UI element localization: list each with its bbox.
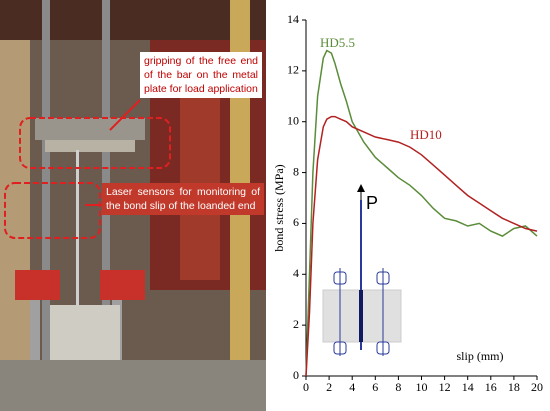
- y-tick-label: 8: [293, 164, 299, 178]
- inset-label: P: [366, 193, 378, 213]
- x-tick-label: 0: [303, 380, 309, 394]
- inset-clamp: [376, 271, 390, 285]
- series-label: HD10: [410, 127, 442, 142]
- y-tick-label: 2: [293, 317, 299, 331]
- inset-clamp: [333, 271, 347, 285]
- x-tick-label: 20: [531, 380, 543, 394]
- chart: 0 2 4 6 8 10 12 14 0 2 4 6 8 10 12 14 16 18 20 bond stress …: [272, 12, 543, 394]
- annotation: gripping of the free end of the bar on t…: [140, 52, 262, 98]
- y-tick-label: 4: [293, 266, 299, 280]
- y-axis-label: bond stress (MPa): [272, 164, 286, 251]
- annotation: Laser sensors for monitoring of the bond…: [102, 183, 264, 215]
- series-line: [305, 49, 538, 377]
- inset-clamp: [376, 341, 390, 355]
- x-tick-label: 14: [462, 380, 474, 394]
- y-tick-label: 12: [287, 63, 299, 77]
- x-tick-label: 16: [485, 380, 497, 394]
- x-tick-label: 6: [372, 380, 378, 394]
- y-tick-label: 6: [293, 215, 299, 229]
- x-tick-label: 4: [349, 380, 355, 394]
- y-tick-label: 0: [293, 368, 299, 382]
- series-label: HD5.5: [320, 35, 355, 50]
- inset-arrowhead: [357, 184, 365, 192]
- y-tick-label: 10: [287, 113, 299, 127]
- x-tick-label: 10: [416, 380, 428, 394]
- x-tick-label: 2: [326, 380, 332, 394]
- x-axis-label: slip (mm): [457, 349, 504, 363]
- y-tick-label: 14: [287, 12, 299, 26]
- x-tick-label: 12: [439, 380, 451, 394]
- series-line: [305, 115, 538, 377]
- inset-clamp: [333, 341, 347, 355]
- x-tick-label: 18: [508, 380, 520, 394]
- x-tick-label: 8: [395, 380, 401, 394]
